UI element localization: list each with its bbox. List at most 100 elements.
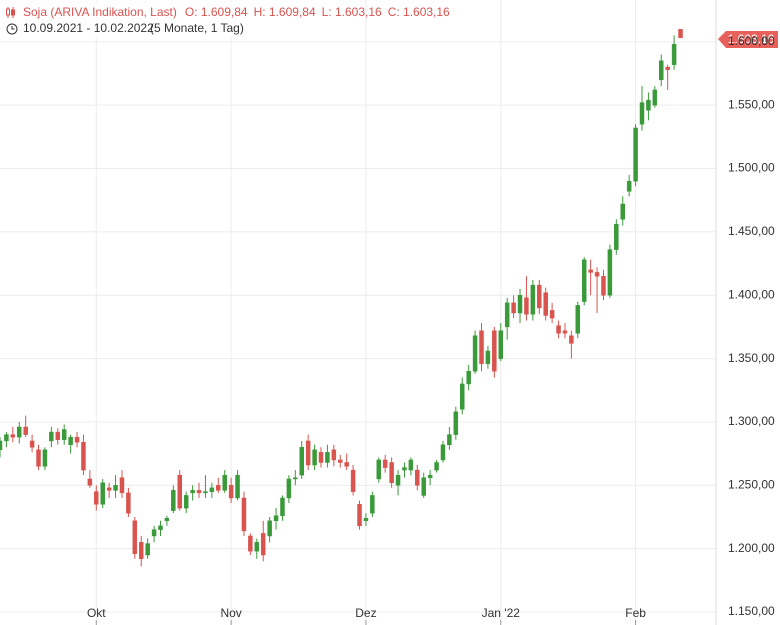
candle-body — [524, 297, 529, 315]
candle-body — [382, 459, 388, 468]
y-tick-label: 1.350,00 — [728, 351, 775, 365]
candle-body — [357, 504, 362, 527]
candle-body — [447, 434, 452, 445]
candle-body — [338, 459, 343, 463]
candle-body — [87, 478, 93, 486]
x-tick-label: Feb — [625, 606, 646, 620]
candle-body — [138, 542, 144, 560]
candle-body — [492, 330, 497, 372]
candle-body — [402, 467, 407, 471]
candle-body — [594, 272, 600, 277]
candle-body — [408, 459, 414, 471]
candle-body — [466, 371, 471, 385]
candle-body — [344, 462, 349, 467]
candle-body — [614, 224, 619, 250]
candle-body — [607, 249, 613, 296]
y-tick-label: 1.450,00 — [728, 224, 775, 238]
candle-body — [626, 180, 632, 192]
ohlc-label: O: 1.609,84 — [185, 5, 248, 19]
candle-body — [61, 429, 67, 440]
candle-body — [280, 497, 285, 516]
candle-body — [569, 335, 574, 344]
candle-body — [498, 330, 504, 359]
candle-body — [228, 485, 234, 499]
price-tag-bg — [718, 31, 778, 48]
y-tick-label: 1.600,00 — [728, 34, 775, 48]
candles — [0, 29, 683, 567]
candle-body — [171, 490, 176, 511]
candle-body — [0, 440, 3, 451]
candle-body — [260, 533, 266, 556]
candle-body — [395, 474, 401, 486]
candle-body — [4, 434, 9, 442]
candle-body — [453, 411, 459, 435]
candle-body — [511, 302, 516, 314]
candle-body — [421, 477, 426, 496]
candle-body — [440, 444, 446, 461]
chart-title: Soja (ARIVA Indikation, Last) — [23, 5, 177, 19]
candle-body — [23, 426, 28, 435]
candle-body — [504, 302, 510, 328]
candle-body — [222, 474, 227, 491]
candle-body — [81, 441, 86, 471]
candle-body — [299, 447, 304, 476]
candle-body — [132, 520, 138, 554]
ohlc-label: H: 1.609,84 — [254, 5, 316, 19]
y-tick-label: 1.400,00 — [728, 287, 775, 301]
candle-body — [601, 275, 606, 296]
candle-body — [36, 449, 41, 467]
candle-body — [331, 449, 337, 461]
candle-body — [42, 449, 48, 467]
candle-body — [575, 305, 581, 334]
y-tick-label: 1.150,00 — [728, 604, 775, 618]
candle-body — [363, 517, 369, 522]
candle-body — [472, 335, 478, 372]
last-price: 1.603,16 — [728, 32, 775, 46]
candle-body — [241, 497, 247, 532]
y-tick-label: 1.250,00 — [728, 477, 775, 491]
candle-body — [235, 474, 240, 499]
period: (5 Monate, 1 Tag) — [150, 21, 244, 35]
candle-body — [350, 469, 356, 492]
candle-body — [415, 469, 420, 486]
candle-body — [517, 294, 523, 314]
candle-body — [113, 485, 118, 491]
candle-body — [646, 99, 651, 111]
x-tick-label: Okt — [87, 606, 106, 620]
candle-body — [126, 492, 131, 514]
candle-body — [55, 431, 61, 440]
candle-body — [652, 89, 658, 106]
header: Soja (ARIVA Indikation, Last) 10.09.2021… — [0, 2, 360, 38]
candle-body — [678, 29, 683, 39]
candle-body — [562, 330, 568, 334]
candle-body — [581, 259, 587, 302]
candle-icon — [6, 7, 15, 18]
candle-body — [145, 543, 150, 556]
candle-body — [633, 127, 638, 182]
candle-body — [248, 535, 253, 552]
candle-body — [639, 102, 645, 125]
candle-body — [119, 477, 125, 494]
candle-body — [29, 440, 35, 448]
clock-hand — [11, 26, 15, 30]
candle-body — [537, 284, 542, 309]
candle-body — [434, 462, 439, 471]
y-tick-label: 1.200,00 — [728, 541, 775, 555]
candle-body — [151, 529, 157, 537]
candle-body — [74, 436, 80, 443]
candle-body — [216, 485, 221, 491]
y-tick-label: 1.300,00 — [728, 414, 775, 428]
candle-body — [325, 452, 330, 463]
candle-body — [209, 487, 215, 492]
candle-body — [305, 440, 311, 466]
last-price-tag: 1.603,16 — [718, 31, 778, 48]
candle-body — [183, 495, 189, 509]
ohlc-label: C: 1.603,16 — [388, 5, 450, 19]
candle-body — [177, 474, 183, 509]
candle-body — [106, 487, 112, 491]
ohlc-label: L: 1.603,16 — [322, 5, 382, 19]
x-tick-label: Nov — [220, 606, 241, 620]
candle-body — [94, 491, 99, 505]
candle-body — [164, 517, 170, 522]
